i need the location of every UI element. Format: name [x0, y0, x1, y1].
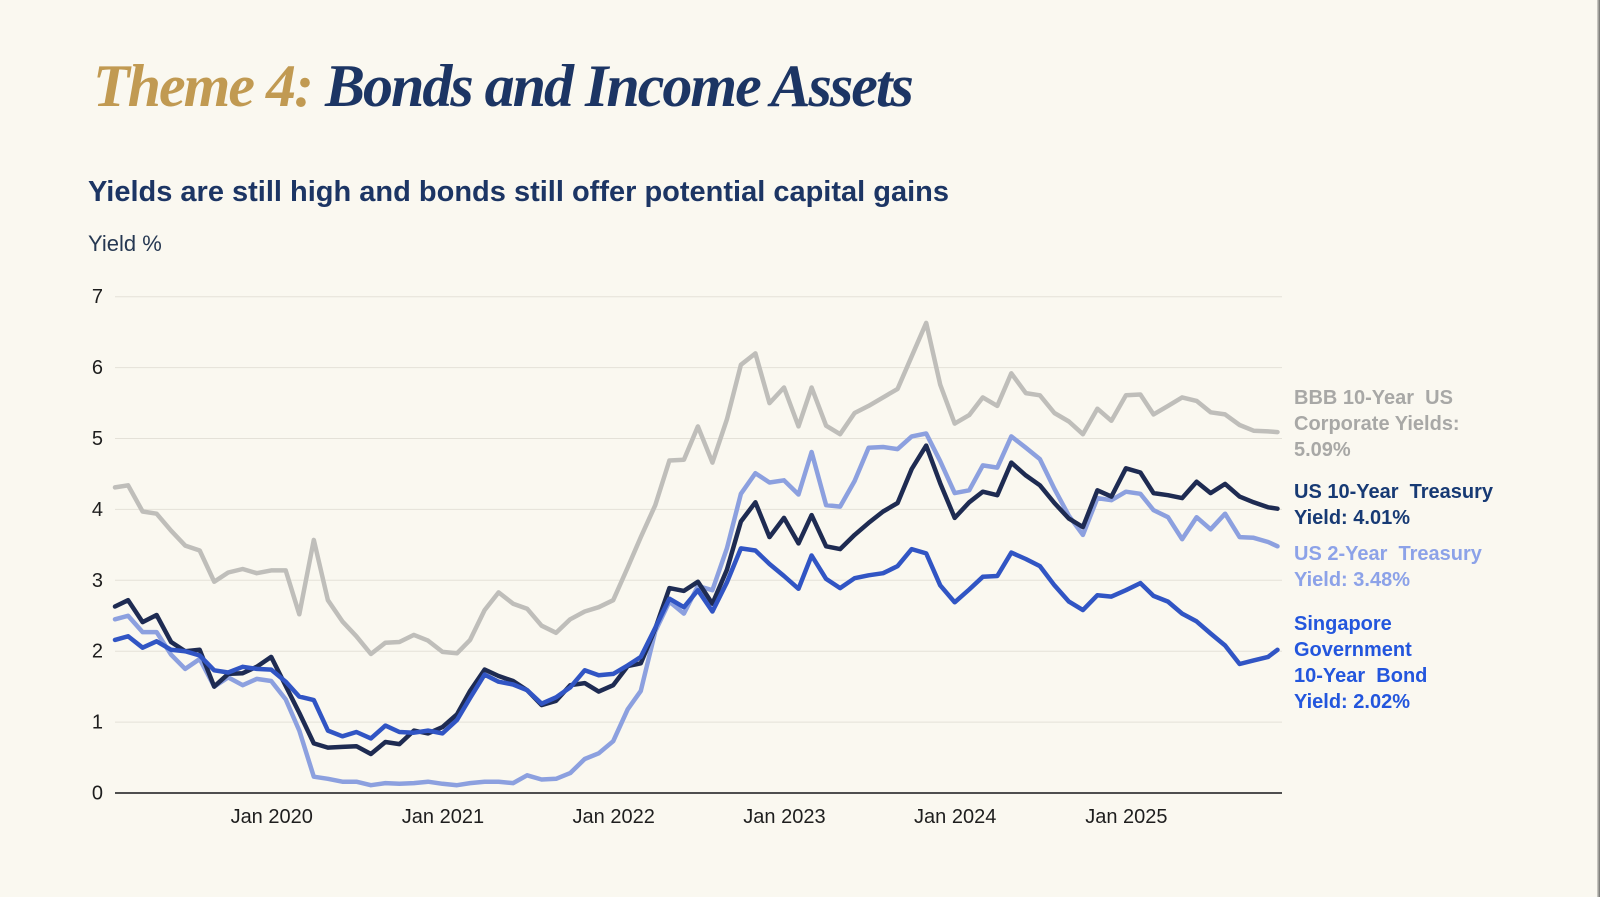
y-axis-label: Yield %: [88, 231, 162, 256]
x-tick-label-jan-2020: Jan 2020: [231, 806, 313, 828]
y-tick-label-2: 2: [92, 641, 103, 663]
y-tick-label-1: 1: [92, 712, 103, 734]
x-tick-label-jan-2021: Jan 2021: [402, 806, 484, 828]
y-tick-label-5: 5: [92, 428, 103, 450]
legend-bbb-corporate: BBB 10-Year US Corporate Yields: 5.09%: [1294, 387, 1460, 461]
y-tick-label-3: 3: [92, 570, 103, 592]
x-tick-label-jan-2022: Jan 2022: [573, 806, 655, 828]
x-tick-label-jan-2024: Jan 2024: [914, 806, 996, 828]
series-line-us-2-year-treasury-yield: [112, 431, 1280, 788]
y-tick-label-4: 4: [92, 499, 103, 521]
series-line-bbb-10-year-us-corporate-yields: [112, 320, 1280, 657]
legend-us-2y-treasury: US 2-Year Treasury Yield: 3.48%: [1294, 543, 1482, 591]
page-title: Theme 4: Bonds and Income Assets: [93, 53, 914, 119]
x-tick-label-jan-2025: Jan 2025: [1085, 806, 1167, 828]
y-tick-label-7: 7: [92, 286, 103, 308]
chart-subtitle: Yields are still high and bonds still of…: [88, 176, 950, 208]
legend-sg-10y-bond: Singapore Government 10-Year Bond Yield:…: [1294, 613, 1428, 713]
legend-us-10y-treasury: US 10-Year Treasury Yield: 4.01%: [1294, 481, 1494, 529]
series-line-us-10-year-treasury-yield: [112, 443, 1280, 757]
y-tick-label-0: 0: [92, 783, 103, 805]
y-tick-label-6: 6: [92, 357, 103, 379]
series-line-singapore-government-10-year-bond-yield: [112, 546, 1280, 741]
page-title-theme: Theme 4:: [93, 53, 314, 119]
page-title-main: Bonds and Income Assets: [324, 53, 914, 119]
x-tick-label-jan-2023: Jan 2023: [743, 806, 825, 828]
screen-right-edge: [1597, 0, 1600, 897]
